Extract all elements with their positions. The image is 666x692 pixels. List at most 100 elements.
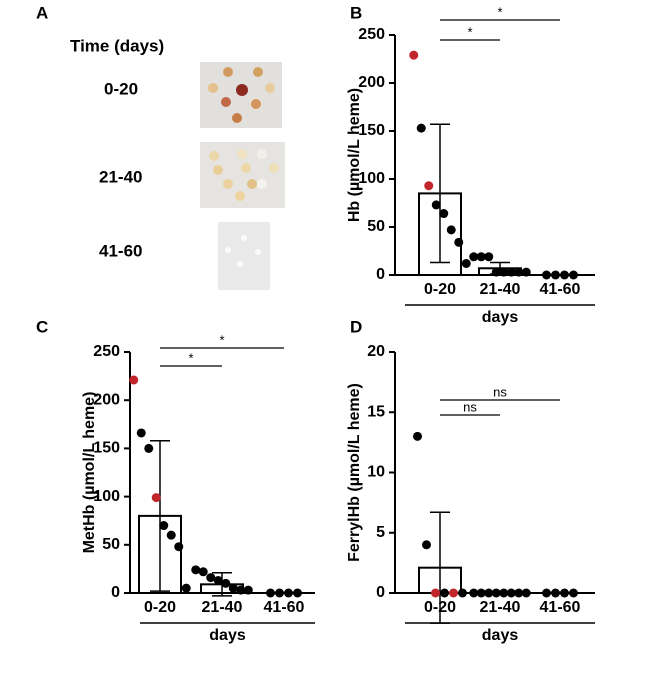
y-tick-label: 200 (93, 391, 120, 408)
x-tick-label: 0-20 (424, 281, 456, 298)
time-row: 0-20 (104, 79, 138, 98)
comparison-label: * (497, 4, 502, 19)
data-point (431, 200, 441, 210)
time-row: 41-60 (99, 241, 142, 260)
comparison-label: ns (463, 399, 477, 414)
y-tick-label: 0 (376, 584, 385, 601)
data-point (514, 588, 524, 598)
y-axis-label: Hb (µmol/L heme) (346, 88, 363, 222)
data-point (469, 252, 479, 262)
time-row: 21-40 (99, 167, 142, 186)
data-point (416, 123, 426, 133)
data-point (439, 209, 449, 219)
sample-photo (200, 142, 285, 208)
x-tick-label: 41-60 (264, 599, 305, 616)
data-point (206, 573, 216, 583)
sample-photo (218, 222, 270, 290)
panel-label: C (36, 317, 48, 336)
data-point (449, 588, 458, 598)
data-point (458, 588, 467, 598)
data-point (569, 270, 578, 280)
data-point (293, 588, 302, 598)
data-point (560, 270, 569, 280)
data-point (506, 588, 516, 598)
data-point (491, 267, 501, 277)
y-tick-label: 100 (358, 170, 385, 187)
data-point (484, 252, 494, 262)
data-point (569, 588, 578, 598)
data-point (136, 428, 146, 438)
data-point (151, 493, 161, 503)
data-point (551, 270, 560, 280)
data-point (159, 521, 169, 531)
panel-label: B (350, 3, 362, 22)
data-point (440, 588, 449, 598)
data-point (446, 225, 456, 235)
data-point (144, 443, 154, 453)
data-point (236, 585, 246, 595)
y-tick-label: 5 (376, 524, 385, 541)
data-point (499, 267, 509, 277)
y-tick-label: 20 (367, 343, 385, 360)
y-tick-label: 150 (358, 122, 385, 139)
y-tick-label: 0 (376, 266, 385, 283)
y-tick-label: 150 (93, 440, 120, 457)
comparison-label: ns (493, 384, 507, 399)
data-point (129, 375, 139, 385)
data-point (266, 588, 275, 598)
sample-photo (200, 62, 282, 128)
data-point (221, 578, 231, 588)
x-axis-label: days (482, 309, 519, 326)
data-point (551, 588, 560, 598)
data-point (422, 540, 431, 550)
comparison-label: * (219, 332, 224, 347)
data-point (476, 588, 486, 598)
data-point (542, 270, 551, 280)
data-point (560, 588, 569, 598)
data-point (409, 50, 419, 60)
panel-label: D (350, 317, 362, 336)
data-point (213, 575, 223, 585)
x-tick-label: 41-60 (540, 599, 581, 616)
data-point (166, 530, 176, 540)
panel-label: A (36, 3, 48, 22)
y-axis-label: MetHb (µmol/L heme) (81, 392, 98, 554)
comparison-label: * (467, 24, 472, 39)
data-point (431, 588, 440, 598)
x-tick-label: 21-40 (202, 599, 243, 616)
data-point (476, 252, 486, 262)
data-point (284, 588, 293, 598)
data-point (469, 588, 479, 598)
data-point (542, 588, 551, 598)
data-point (181, 583, 191, 593)
x-tick-label: 41-60 (540, 281, 581, 298)
y-tick-label: 15 (367, 403, 385, 420)
data-point (499, 588, 509, 598)
y-tick-label: 10 (367, 464, 385, 481)
data-point (514, 267, 524, 277)
y-tick-label: 250 (358, 26, 385, 43)
y-tick-label: 250 (93, 343, 120, 360)
x-axis-label: days (482, 627, 519, 644)
data-point (454, 237, 464, 247)
comparison-label: * (188, 350, 193, 365)
x-axis-label: days (209, 627, 246, 644)
data-point (521, 588, 531, 598)
y-axis-label: FerrylHb (µmol/L heme) (346, 383, 363, 562)
data-point (491, 588, 501, 598)
data-point (191, 565, 201, 575)
y-tick-label: 100 (93, 488, 120, 505)
x-tick-label: 21-40 (480, 281, 521, 298)
y-tick-label: 50 (367, 218, 385, 235)
data-point (521, 267, 531, 277)
data-point (228, 583, 238, 593)
data-point (198, 567, 208, 577)
x-tick-label: 21-40 (480, 599, 521, 616)
x-tick-label: 0-20 (144, 599, 176, 616)
y-tick-label: 0 (111, 584, 120, 601)
data-point (424, 181, 434, 191)
data-point (506, 267, 516, 277)
data-point (174, 542, 184, 552)
data-point (461, 258, 471, 268)
